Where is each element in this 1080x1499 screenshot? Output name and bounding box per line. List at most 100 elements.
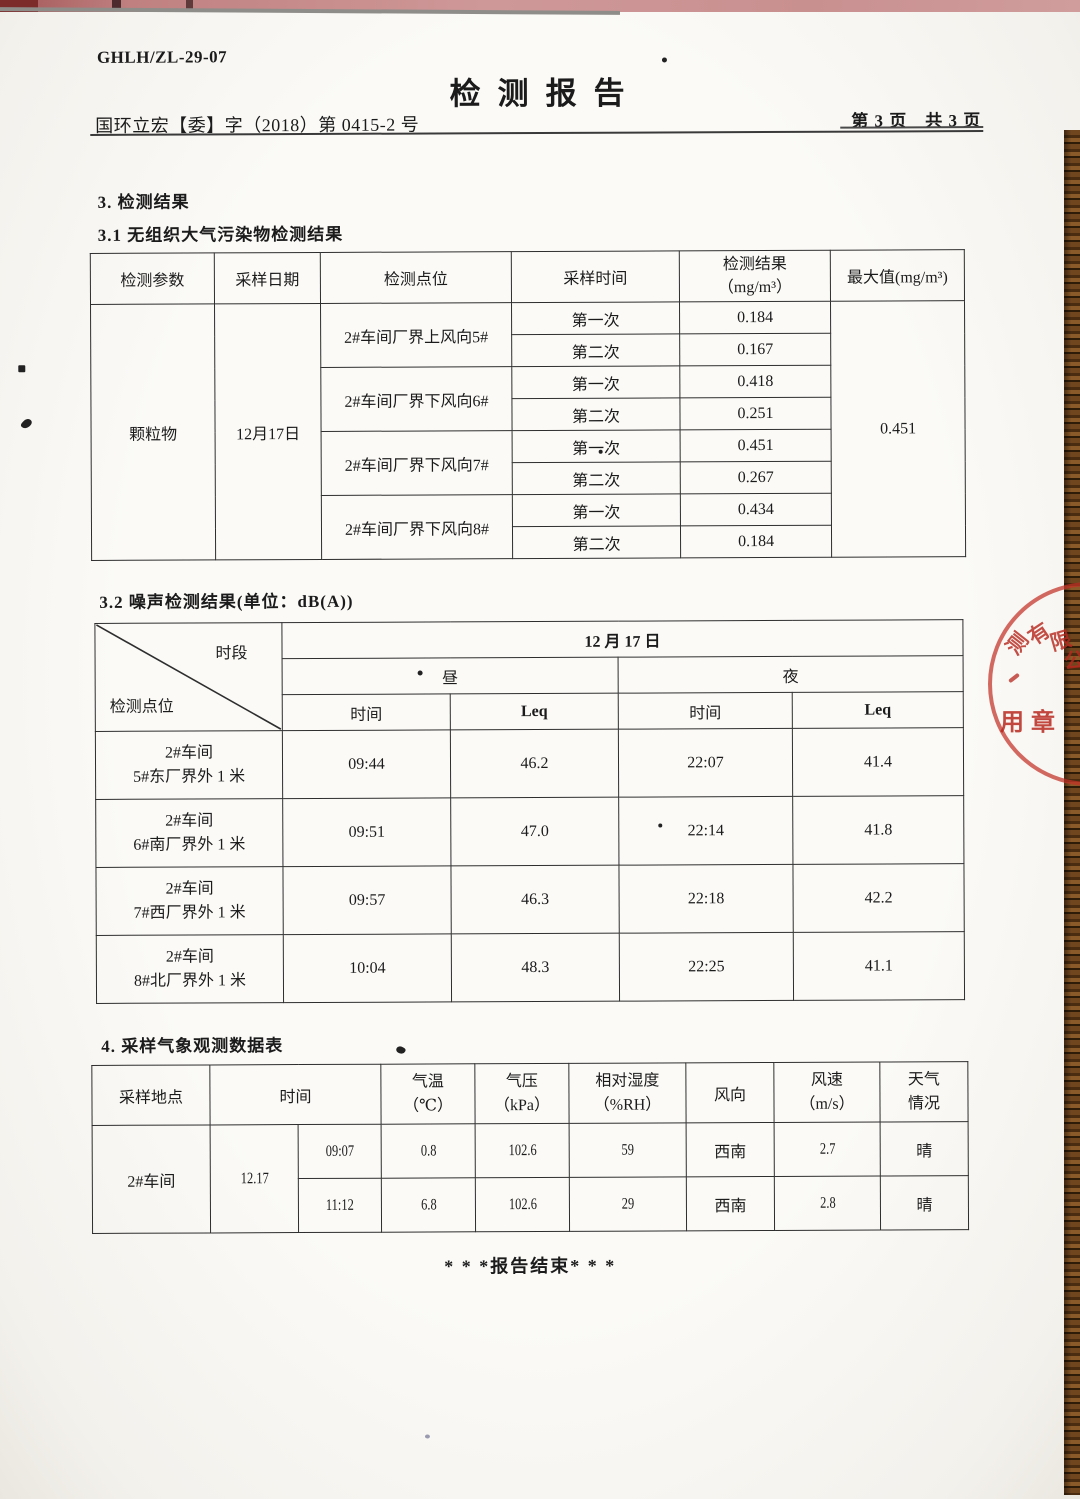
col-header-sampling-location: 采样地点 [91, 1064, 211, 1126]
wind-speed-cell: 2.7 [774, 1122, 881, 1177]
sample-order-cell: 第二次 [512, 525, 681, 559]
day-leq-cell: 48.3 [451, 933, 620, 1002]
noise-location-line2: 5#东厂界外 1 米 [133, 767, 246, 786]
day-time-cell: 09:57 [282, 865, 452, 935]
noise-location-line1: 2#车间 [165, 880, 214, 898]
day-leq-cell: 46.3 [450, 865, 620, 934]
weather-cell: 晴 [880, 1175, 969, 1231]
humidity-value: 59 [621, 1141, 634, 1159]
noise-location-cell: 2#车间 8#北厂界外 1 米 [96, 934, 284, 1004]
result-value-cell: 0.184 [679, 301, 831, 334]
result-value-cell: 0.267 [680, 461, 832, 494]
night-leq-cell: 41.8 [792, 795, 964, 865]
noise-location-line1: 2#车间 [165, 948, 214, 966]
pressure-value: 102.6 [508, 1141, 537, 1159]
col-header-max-value: 最大值(mg/m³) [830, 249, 965, 302]
noise-location-line1: 2#车间 [164, 744, 214, 762]
col-header-result-line2: （mg/m³） [717, 278, 793, 297]
noise-location-cell: 2#车间 7#西厂界外 1 米 [95, 866, 284, 936]
night-leq-cell: 41.1 [793, 931, 965, 1001]
col-header-result-line1: 检测结果 [722, 255, 787, 274]
diagonal-line [96, 624, 282, 730]
header-speed-line2: （m/s） [799, 1095, 855, 1113]
red-seal-arc-char: 公 [1063, 648, 1080, 674]
temperature-cell: 0.8 [381, 1123, 476, 1179]
night-leq-cell: 41.4 [792, 727, 964, 797]
ink-speck [424, 1434, 430, 1439]
max-value-cell: 0.451 [830, 300, 966, 558]
header-hum-line1: 相对湿度 [595, 1072, 660, 1091]
sample-date-cell: 12月17日 [214, 303, 322, 560]
temperature-value: 6.8 [420, 1195, 437, 1214]
ink-speck [18, 365, 26, 373]
table-row: 颗粒物 12月17日 2#车间厂界上风向5# 第一次 0.184 0.451 [90, 300, 966, 561]
header-weather-line2: 情况 [907, 1094, 941, 1112]
date-header-cell: 12 月 17 日 [281, 619, 964, 659]
table-row: 2#车间 12.17 09:07 0.8 102.6 59 西南 2.7 晴 [92, 1121, 969, 1234]
diagonal-label-period: 时段 [215, 645, 248, 663]
ink-speck [19, 416, 34, 431]
sample-order-cell: 第二次 [511, 397, 681, 431]
col-header-pressure: 气压 （kPa） [474, 1063, 570, 1124]
table-row: 2#车间 8#北厂界外 1 米 10:04 48.3 22:25 41.1 [96, 931, 965, 1004]
sample-order-cell: 第一次 [512, 493, 681, 527]
result-value-cell: 0.451 [680, 429, 832, 462]
parameter-cell: 颗粒物 [90, 303, 216, 561]
air-pollutant-table: 检测参数 采样日期 检测点位 采样时间 检测结果 （mg/m³） 最大值(mg/… [90, 249, 966, 561]
table-row: 2#车间 5#东厂界外 1 米 09:44 46.2 22:07 41.4 [95, 727, 964, 800]
night-time-cell: 22:14 [618, 796, 793, 866]
table-row: 2#车间 7#西厂界外 1 米 09:57 46.3 22:18 42.2 [95, 863, 965, 936]
noise-table: 时段 检测点位 12 月 17 日 昼 夜 时间 Leq 时间 Leq 2#车间… [94, 619, 965, 1004]
pressure-cell: 102.6 [475, 1177, 570, 1232]
day-leq-cell: 46.2 [450, 729, 619, 798]
section-3-2-heading: 3.2 噪声检测结果(单位：dB(A)) [99, 591, 354, 612]
day-time-cell: 09:51 [282, 797, 451, 867]
temperature-value: 0.8 [420, 1141, 437, 1160]
day-time-cell: 09:44 [282, 729, 451, 799]
col-header-humidity: 相对湿度 （%RH） [568, 1062, 687, 1124]
header-weather-line1: 天气 [907, 1071, 940, 1089]
time-value: 09:07 [325, 1142, 354, 1160]
humidity-cell: 29 [569, 1176, 687, 1232]
wind-speed-value: 2.7 [819, 1140, 836, 1158]
report-end-text: * * *报告结束* * * [444, 1255, 617, 1277]
temperature-cell: 6.8 [381, 1177, 476, 1233]
wind-speed-value: 2.8 [819, 1194, 836, 1212]
pressure-value: 102.6 [508, 1195, 537, 1213]
noise-location-cell: 2#车间 6#南厂界外 1 米 [95, 798, 283, 868]
sample-order-cell: 第一次 [511, 301, 680, 335]
ink-speck [395, 1044, 407, 1056]
pressure-cell: 102.6 [475, 1123, 570, 1178]
result-value-cell: 0.251 [679, 397, 832, 430]
humidity-cell: 59 [569, 1122, 687, 1178]
location-cell: 2#车间厂界上风向5# [320, 302, 512, 368]
date-value: 12.17 [240, 1169, 269, 1187]
header-press-line2: （kPa） [493, 1096, 551, 1114]
result-value-cell: 0.434 [680, 493, 832, 526]
location-cell: 2#车间厂界下风向7# [321, 430, 513, 496]
table-row: 2#车间 6#南厂界外 1 米 09:51 47.0 22:14 41.8 [95, 795, 964, 868]
noise-location-line2: 8#北厂界外 1 米 [133, 971, 246, 990]
header-speed-line1: 风速 [810, 1071, 843, 1090]
sample-order-cell: 第二次 [511, 333, 680, 367]
col-header-temperature: 气温 （℃） [380, 1063, 476, 1125]
day-header-cell: 昼 [282, 657, 619, 695]
red-seal-bottom-text: 用章 [1000, 710, 1062, 736]
col-header-sample-date: 采样日期 [214, 252, 321, 304]
time-cell: 09:07 [298, 1124, 382, 1179]
header-temp-line1: 气温 [411, 1073, 444, 1091]
section-4-heading: 4. 采样气象观测数据表 [101, 1036, 284, 1056]
humidity-value: 29 [621, 1195, 635, 1213]
wind-direction-cell: 西南 [686, 1176, 775, 1231]
col-header-sample-time: 采样时间 [511, 250, 680, 303]
ink-speck [658, 823, 663, 828]
noise-location-cell: 2#车间 5#东厂界外 1 米 [95, 730, 283, 800]
time-cell: 11:12 [298, 1178, 382, 1233]
leq-header-cell: Leq [792, 691, 964, 729]
date-cell: 12.17 [210, 1124, 299, 1233]
diagonal-label-location: 检测点位 [109, 698, 174, 716]
ink-speck [417, 670, 423, 676]
night-time-cell: 22:25 [619, 932, 794, 1002]
